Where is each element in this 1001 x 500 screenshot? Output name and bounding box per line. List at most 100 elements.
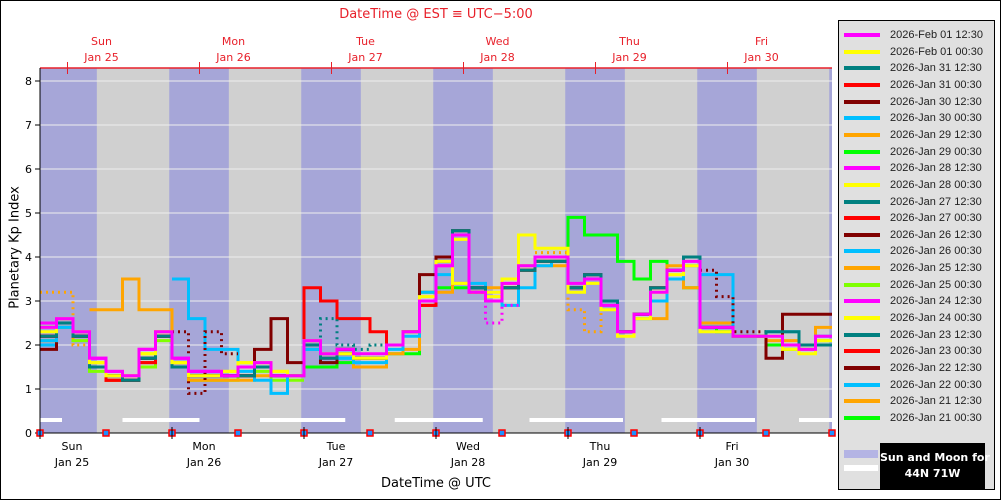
- top-tick-date: Jan 26: [215, 51, 250, 64]
- legend-label: 2026-Jan 29 00:30: [890, 145, 982, 158]
- x-tick-marker: [828, 429, 836, 437]
- moon-bar: [394, 418, 483, 422]
- bottom-tick-day: Wed: [456, 440, 480, 453]
- legend-label: 2026-Jan 30 12:30: [890, 95, 982, 108]
- bottom-tick-day: Tue: [326, 440, 346, 453]
- moon-bar: [799, 418, 832, 422]
- legend-item: 2026-Jan 29 12:30: [844, 127, 982, 143]
- legend-moon-swatch: [844, 465, 878, 471]
- bottom-tick-date: Jan 29: [582, 456, 617, 469]
- bottom-tick-date: Jan 30: [714, 456, 749, 469]
- bottom-tick-date: Jan 25: [54, 456, 89, 469]
- legend-label: 2026-Jan 23 12:30: [890, 328, 982, 341]
- bottom-tick-date: Jan 26: [186, 456, 221, 469]
- legend-item: 2026-Jan 25 00:30: [844, 277, 982, 293]
- moon-bar: [122, 418, 200, 422]
- legend-label: 2026-Jan 21 00:30: [890, 411, 982, 424]
- night-band: [697, 68, 757, 433]
- legend-night-swatch: [844, 450, 878, 458]
- top-tick-day: Tue: [355, 35, 375, 48]
- legend-swatch: [844, 316, 880, 321]
- legend-swatch: [844, 349, 880, 354]
- y-tick-label: 6: [25, 163, 32, 176]
- y-tick-label: 5: [25, 207, 32, 220]
- legend-item: 2026-Jan 25 12:30: [844, 260, 982, 276]
- legend-item: 2026-Jan 23 12:30: [844, 327, 982, 343]
- legend-label: 2026-Jan 21 12:30: [890, 395, 982, 408]
- top-tick-date: Jan 29: [611, 51, 646, 64]
- legend-item: 2026-Jan 26 12:30: [844, 227, 982, 243]
- bottom-tick-day: Thu: [589, 440, 611, 453]
- legend-label: 2026-Jan 22 00:30: [890, 378, 982, 391]
- legend-item: 2026-Jan 28 12:30: [844, 160, 982, 176]
- legend-item: 2026-Jan 28 00:30: [844, 177, 982, 193]
- legend-item: 2026-Jan 21 12:30: [844, 393, 982, 409]
- x-axis-label: DateTime @ UTC: [381, 476, 491, 491]
- series-estimated-line: [40, 251, 618, 347]
- y-tick-label: 8: [25, 75, 32, 88]
- top-tick-day: Wed: [486, 35, 510, 48]
- x-tick-marker: [234, 429, 242, 437]
- legend-swatch: [844, 266, 880, 271]
- y-axis-label: Planetary Kp Index: [7, 186, 23, 309]
- legend-item: 2026-Jan 24 12:30: [844, 293, 982, 309]
- legend-item: 2026-Jan 29 00:30: [844, 144, 982, 160]
- legend-label: 2026-Jan 22 12:30: [890, 362, 982, 374]
- night-band: [40, 68, 97, 433]
- night-band: [169, 68, 229, 433]
- legend-label: 2026-Jan 27 00:30: [890, 212, 982, 225]
- night-band: [565, 68, 625, 433]
- legend-swatch: [844, 415, 880, 420]
- series-line: [40, 233, 832, 378]
- legend-item: 2026-Jan 24 00:30: [844, 310, 982, 326]
- series-estimated-line: [469, 290, 519, 325]
- y-tick-label: 1: [25, 383, 32, 396]
- night-band: [301, 68, 361, 433]
- moon-bar: [40, 418, 62, 422]
- bottom-tick-date: Jan 28: [450, 456, 485, 469]
- x-tick-marker: [366, 429, 374, 437]
- legend-item: 2026-Jan 22 00:30: [844, 377, 982, 393]
- legend-swatch: [844, 366, 880, 370]
- legend-item: 2026-Feb 01 00:30: [844, 44, 983, 60]
- legend-label: 2026-Jan 26 00:30: [890, 245, 982, 258]
- sun-moon-line1: Sun and Moon for: [880, 451, 990, 464]
- sun-moon-label: Sun and Moon for 44N 71W: [880, 443, 990, 489]
- legend-swatch: [844, 66, 880, 71]
- legend-swatch: [844, 249, 880, 254]
- legend-swatch: [844, 182, 880, 187]
- legend-label: 2026-Jan 31 12:30: [890, 62, 982, 75]
- legend-label: 2026-Feb 01 12:30: [890, 29, 983, 41]
- y-tick-label: 3: [25, 295, 32, 308]
- legend-swatch: [844, 132, 880, 137]
- legend-label: 2026-Jan 24 00:30: [890, 312, 982, 325]
- x-tick-marker: [630, 429, 638, 437]
- legend-label: 2026-Jan 31 00:30: [890, 78, 982, 91]
- legend-item: 2026-Jan 31 00:30: [844, 77, 982, 93]
- moon-bar: [260, 418, 346, 422]
- legend-item: 2026-Jan 30 12:30: [844, 94, 982, 110]
- legend-label: 2026-Jan 30 00:30: [890, 112, 982, 125]
- legend-item: 2026-Feb 01 12:30: [844, 27, 983, 43]
- legend-item: 2026-Jan 23 00:30: [844, 343, 982, 359]
- legend-swatch: [844, 332, 880, 337]
- legend-item: 2026-Jan 27 00:30: [844, 210, 982, 226]
- bottom-tick-day: Fri: [725, 440, 738, 453]
- legend-label: 2026-Jan 24 12:30: [890, 295, 982, 308]
- legend-swatch: [844, 82, 880, 87]
- sun-moon-line2: 44N 71W: [904, 467, 961, 480]
- moon-bar: [661, 418, 755, 422]
- top-tick-day: Sun: [91, 35, 112, 48]
- legend-swatch: [844, 282, 880, 287]
- legend-item: 2026-Jan 30 00:30: [844, 110, 982, 126]
- legend-item: 2026-Jan 27 12:30: [844, 194, 982, 210]
- legend-label: 2026-Jan 25 12:30: [890, 262, 982, 275]
- top-tick-day: Thu: [618, 35, 640, 48]
- legend-swatch: [844, 232, 880, 237]
- legend: 2026-Feb 01 12:30 2026-Feb 01 00:30 2026-J…: [838, 20, 995, 490]
- top-tick-day: Mon: [222, 35, 245, 48]
- legend-item: 2026-Jan 22 12:30: [844, 360, 982, 376]
- night-band: [433, 68, 493, 433]
- bottom-tick-date: Jan 27: [318, 456, 353, 469]
